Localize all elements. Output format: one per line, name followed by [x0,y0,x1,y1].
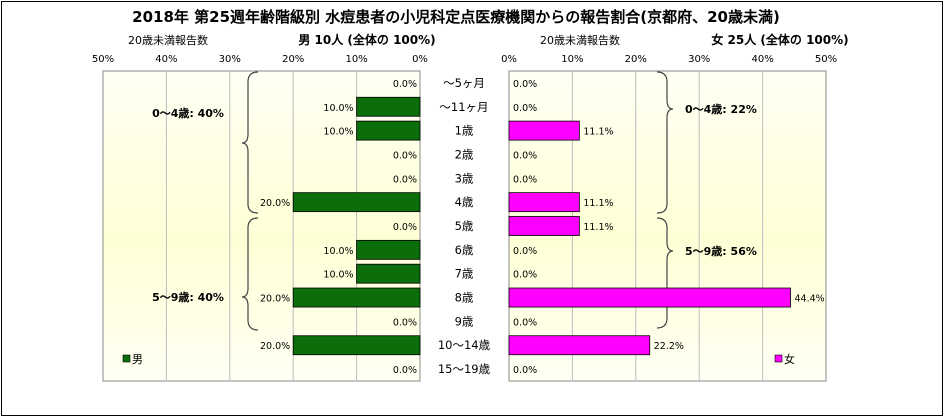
female-bar [508,120,580,141]
male-value-label: 0.0% [393,174,417,185]
left-annotation-0-4: 0～4歳: 40% [152,106,224,120]
female-value-label: 0.0% [513,317,537,328]
category-label: 1歳 [455,124,474,138]
category-label: 5歳 [455,219,474,233]
male-value-label: 0.0% [393,317,417,328]
male-value-label: 20.0% [260,198,290,209]
right-annotation-5-9: 5～9歳: 56% [685,244,757,258]
category-label: 15～19歳 [438,362,491,376]
male-bar [292,335,421,356]
right-tick-label: 50% [815,54,837,65]
male-bar [356,239,421,260]
male-value-label: 0.0% [393,222,417,233]
category-label: 9歳 [455,314,474,328]
category-label: 8歳 [455,291,474,305]
male-value-label: 10.0% [323,270,353,281]
female-bar [508,216,580,236]
female-value-label: 0.0% [513,174,537,185]
left-tick-label: 30% [219,54,241,65]
female-value-label: 11.1% [583,127,613,138]
female-bar [508,287,791,308]
legend-male-swatch [122,354,131,363]
female-value-label: 0.0% [513,365,537,376]
male-value-label: 10.0% [323,246,353,257]
legend-female-swatch [774,354,783,363]
male-bar [292,192,421,213]
right-tick-label: 0% [501,54,517,65]
right-panel-title: 女 25人 (全体の 100%) [711,32,848,47]
male-bar [356,120,421,141]
right-tick-label: 10% [561,54,583,65]
right-bracket-0-4 [656,71,674,214]
left-tick-label: 40% [155,54,177,65]
male-value-label: 0.0% [393,150,417,161]
male-value-label: 10.0% [323,127,353,138]
male-bar [292,287,421,308]
category-label: 2歳 [455,147,474,161]
right-tick-label: 40% [751,54,773,65]
male-bar [356,96,421,117]
male-value-label: 20.0% [260,294,290,305]
chart-title: 2018年 第25週年齢階級別 水痘患者の小児科定点医療機関からの報告割合(京都… [132,8,780,26]
female-value-label: 11.1% [583,222,613,233]
right-tick-label: 20% [625,54,647,65]
left-legend: 男 [122,353,143,366]
legend-male-label: 男 [132,353,143,366]
female-value-label: 0.0% [513,246,537,257]
legend-female-label: 女 [784,352,795,366]
category-label: 4歳 [455,195,474,209]
female-bar [508,192,580,213]
category-label: 3歳 [455,171,474,185]
male-value-label: 0.0% [393,365,417,376]
left-tick-label: 0% [412,54,428,65]
category-label: 10～14歳 [438,338,491,352]
left-tick-label: 50% [92,54,114,65]
left-bracket-5-9 [241,217,259,331]
male-value-label: 10.0% [323,103,353,114]
right-tick-label: 30% [688,54,710,65]
left-tick-label: 10% [345,54,367,65]
female-value-label: 44.4% [794,294,824,305]
left-bracket-0-4 [241,71,259,214]
right-bracket-5-9 [656,217,674,329]
category-label: 6歳 [455,243,474,257]
male-value-label: 0.0% [393,79,417,90]
male-value-label: 20.0% [260,341,290,352]
left-xlabel: 20歳未満報告数 [128,34,208,47]
right-xlabel: 20歳未満報告数 [540,34,620,47]
female-value-label: 11.1% [583,198,613,209]
category-label: 7歳 [455,267,474,281]
left-panel-title: 男 10人 (全体の 100%) [298,32,435,47]
right-x-ticks: 0% 10% 20% 30% 40% 50% [501,54,837,65]
right-legend: 女 [774,352,795,366]
left-plot-area [102,70,421,382]
category-label: ～11ヶ月 [439,100,488,114]
female-value-label: 0.0% [513,270,537,281]
female-value-label: 0.0% [513,79,537,90]
female-bar [508,335,651,356]
female-value-label: 0.0% [513,103,537,114]
female-value-label: 0.0% [513,150,537,161]
left-annotation-5-9: 5～9歳: 40% [152,290,224,304]
right-annotation-0-4: 0～4歳: 22% [685,102,757,116]
left-tick-label: 20% [282,54,304,65]
male-bar [356,263,421,284]
category-label: ～5ヶ月 [443,76,485,90]
female-value-label: 22.2% [654,341,684,352]
left-x-ticks: 0% 10% 20% 30% 40% 50% [92,54,428,65]
